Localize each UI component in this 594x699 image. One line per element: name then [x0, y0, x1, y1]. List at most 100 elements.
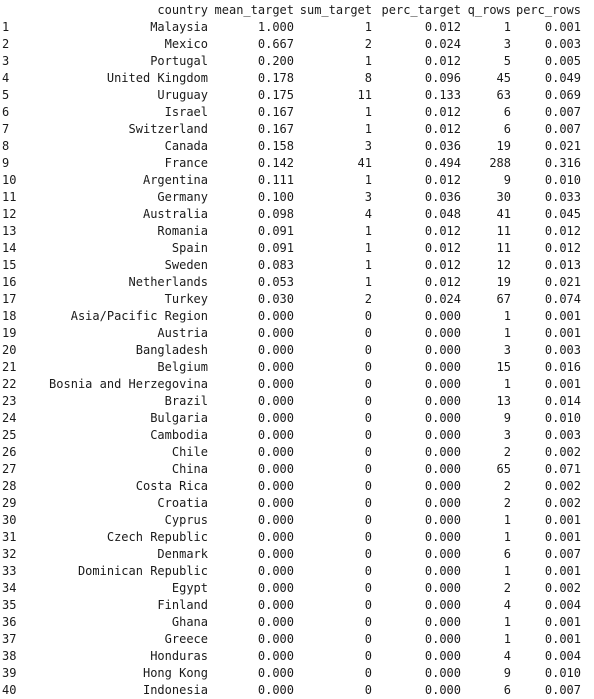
country-cell: Asia/Pacific Region [70, 309, 208, 323]
q-rows-cell: 15 [496, 360, 511, 374]
q-rows-cell: 1 [503, 564, 511, 578]
country-cell: Netherlands [128, 275, 208, 289]
mean-target-cell: 0.667 [257, 37, 294, 51]
sum-target-cell: 0 [364, 598, 372, 612]
mean-target-cell: 0.142 [257, 156, 294, 170]
perc-target-cell: 0.012 [424, 241, 461, 255]
q-rows-cell: 13 [496, 394, 511, 408]
perc-target-cell: 0.000 [424, 632, 461, 646]
perc-rows-cell: 0.049 [544, 71, 581, 85]
q-rows-cell: 1 [503, 326, 511, 340]
row-index: 26 [2, 445, 17, 459]
perc-target-cell: 0.000 [424, 309, 461, 323]
q-rows-cell: 4 [503, 598, 511, 612]
country-cell: Malaysia [150, 20, 208, 34]
country-cell: Egypt [171, 581, 208, 595]
table-row: 2 Mexico 0.667 2 0.024 3 0.003 [0, 36, 594, 53]
column-header-perc-rows: perc_rows [515, 3, 581, 17]
column-header-sum-target: sum_target [299, 3, 372, 17]
perc-target-cell: 0.000 [424, 394, 461, 408]
row-index: 28 [2, 479, 17, 493]
perc-rows-cell: 0.007 [544, 122, 581, 136]
q-rows-cell: 6 [503, 547, 511, 561]
table-row: 7 Switzerland 0.167 1 0.012 6 0.007 [0, 121, 594, 138]
perc-rows-cell: 0.316 [544, 156, 581, 170]
perc-rows-cell: 0.005 [544, 54, 581, 68]
row-index: 35 [2, 598, 17, 612]
perc-rows-cell: 0.003 [544, 428, 581, 442]
mean-target-cell: 0.158 [257, 139, 294, 153]
table-row: 8 Canada 0.158 3 0.036 19 0.021 [0, 138, 594, 155]
row-index: 39 [2, 666, 17, 680]
mean-target-cell: 0.000 [257, 666, 294, 680]
row-index: 6 [2, 105, 10, 119]
table-row: 31 Czech Republic 0.000 0 0.000 1 0.001 [0, 529, 594, 546]
mean-target-cell: 0.100 [257, 190, 294, 204]
q-rows-cell: 1 [503, 309, 511, 323]
perc-target-cell: 0.024 [424, 37, 461, 51]
table-row: 14 Spain 0.091 1 0.012 11 0.012 [0, 240, 594, 257]
perc-target-cell: 0.000 [424, 564, 461, 578]
sum-target-cell: 0 [364, 479, 372, 493]
country-cell: Switzerland [128, 122, 208, 136]
perc-target-cell: 0.000 [424, 649, 461, 663]
row-index: 38 [2, 649, 17, 663]
country-cell: Portugal [150, 54, 208, 68]
country-cell: Czech Republic [106, 530, 208, 544]
sum-target-cell: 0 [364, 581, 372, 595]
row-index: 31 [2, 530, 17, 544]
perc-rows-cell: 0.021 [544, 139, 581, 153]
mean-target-cell: 0.000 [257, 547, 294, 561]
q-rows-cell: 9 [503, 173, 511, 187]
country-cell: Bulgaria [150, 411, 208, 425]
mean-target-cell: 0.000 [257, 428, 294, 442]
q-rows-cell: 19 [496, 275, 511, 289]
mean-target-cell: 0.000 [257, 309, 294, 323]
sum-target-cell: 2 [364, 37, 372, 51]
perc-target-cell: 0.000 [424, 547, 461, 561]
country-cell: Uruguay [157, 88, 208, 102]
perc-rows-cell: 0.002 [544, 445, 581, 459]
perc-target-cell: 0.024 [424, 292, 461, 306]
mean-target-cell: 0.000 [257, 530, 294, 544]
country-cell: Denmark [157, 547, 208, 561]
table-row: 23 Brazil 0.000 0 0.000 13 0.014 [0, 393, 594, 410]
q-rows-cell: 2 [503, 496, 511, 510]
sum-target-cell: 0 [364, 326, 372, 340]
perc-target-cell: 0.000 [424, 666, 461, 680]
mean-target-cell: 0.167 [257, 122, 294, 136]
perc-rows-cell: 0.071 [544, 462, 581, 476]
row-index: 8 [2, 139, 10, 153]
q-rows-cell: 1 [503, 513, 511, 527]
mean-target-cell: 0.000 [257, 683, 294, 697]
country-cell: Spain [171, 241, 208, 255]
perc-rows-cell: 0.001 [544, 20, 581, 34]
perc-target-cell: 0.012 [424, 105, 461, 119]
country-cell: Australia [142, 207, 208, 221]
sum-target-cell: 1 [364, 241, 372, 255]
perc-rows-cell: 0.021 [544, 275, 581, 289]
q-rows-cell: 1 [503, 632, 511, 646]
row-index: 1 [2, 20, 10, 34]
country-cell: Greece [164, 632, 208, 646]
perc-target-cell: 0.012 [424, 173, 461, 187]
perc-target-cell: 0.000 [424, 615, 461, 629]
sum-target-cell: 0 [364, 649, 372, 663]
perc-target-cell: 0.000 [424, 479, 461, 493]
row-index: 20 [2, 343, 17, 357]
mean-target-cell: 0.000 [257, 649, 294, 663]
mean-target-cell: 0.000 [257, 394, 294, 408]
perc-rows-cell: 0.004 [544, 649, 581, 663]
mean-target-cell: 0.000 [257, 632, 294, 646]
table-row: 17 Turkey 0.030 2 0.024 67 0.074 [0, 291, 594, 308]
sum-target-cell: 0 [364, 343, 372, 357]
row-index: 11 [2, 190, 17, 204]
mean-target-cell: 0.000 [257, 343, 294, 357]
table-row: 32 Denmark 0.000 0 0.000 6 0.007 [0, 546, 594, 563]
row-index: 36 [2, 615, 17, 629]
sum-target-cell: 0 [364, 496, 372, 510]
sum-target-cell: 0 [364, 615, 372, 629]
column-header-q-rows: q_rows [467, 3, 511, 17]
perc-target-cell: 0.012 [424, 122, 461, 136]
